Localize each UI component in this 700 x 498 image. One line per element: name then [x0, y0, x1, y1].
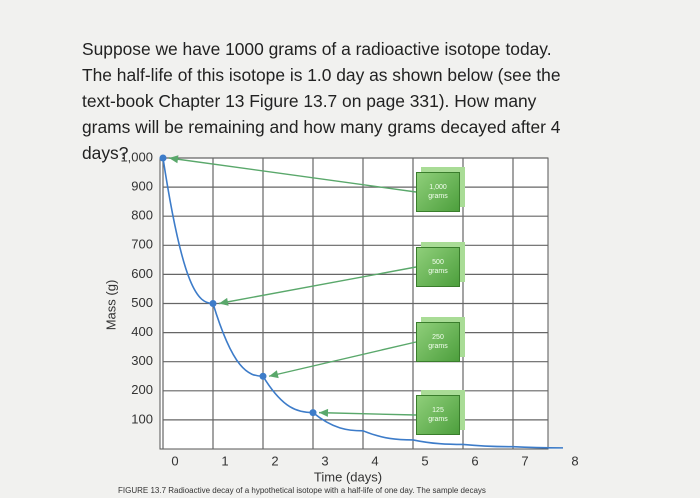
y-axis-label: Mass (g)	[103, 280, 118, 331]
question: Suppose we have 1000 grams of a radioact…	[82, 39, 561, 163]
y-tick-label: 100	[131, 411, 153, 426]
y-tick-label: 900	[131, 179, 153, 194]
annotation: 125 grams	[416, 395, 460, 435]
x-tick-label: 6	[471, 453, 478, 468]
y-tick-label: 600	[131, 266, 153, 281]
y-tick-label: 400	[131, 324, 153, 339]
annotation-arrow	[218, 266, 417, 305]
x-tick-label: 4	[371, 453, 378, 468]
arrow-head	[269, 370, 279, 379]
x-tick-label: 2	[271, 453, 278, 468]
annotation-arrow	[318, 411, 417, 416]
annotation: 1,000 grams	[416, 172, 460, 212]
annotation: 500 grams	[416, 247, 460, 287]
y-tick-label: 200	[131, 382, 153, 397]
annotation-arrow	[268, 341, 417, 377]
y-tick-label: 1,000	[120, 149, 153, 164]
y-tick-label: 700	[131, 237, 153, 252]
annotation: 250 grams	[416, 322, 460, 362]
caption: FIGURE 13.7 Radioactive decay of a hypot…	[118, 486, 486, 495]
data-point	[159, 154, 167, 162]
y-tick-label: 300	[131, 353, 153, 368]
x-tick-label: 3	[321, 453, 328, 468]
arrow-head	[219, 297, 229, 306]
data-point	[259, 372, 267, 380]
arrow-head	[169, 155, 179, 164]
data-point	[309, 409, 317, 417]
x-axis-label: Time (days)	[314, 469, 382, 484]
arrow-head	[319, 408, 329, 417]
y-tick-label: 500	[131, 295, 153, 310]
x-tick-label: 7	[521, 453, 528, 468]
x-tick-label: 1	[221, 453, 228, 468]
y-tick-label: 800	[131, 208, 153, 223]
data-point	[209, 300, 217, 307]
x-tick-label: 5	[421, 453, 428, 468]
x-tick-label: 0	[171, 453, 178, 468]
annotation-arrow	[168, 157, 417, 193]
x-tick-label: 8	[571, 453, 578, 468]
